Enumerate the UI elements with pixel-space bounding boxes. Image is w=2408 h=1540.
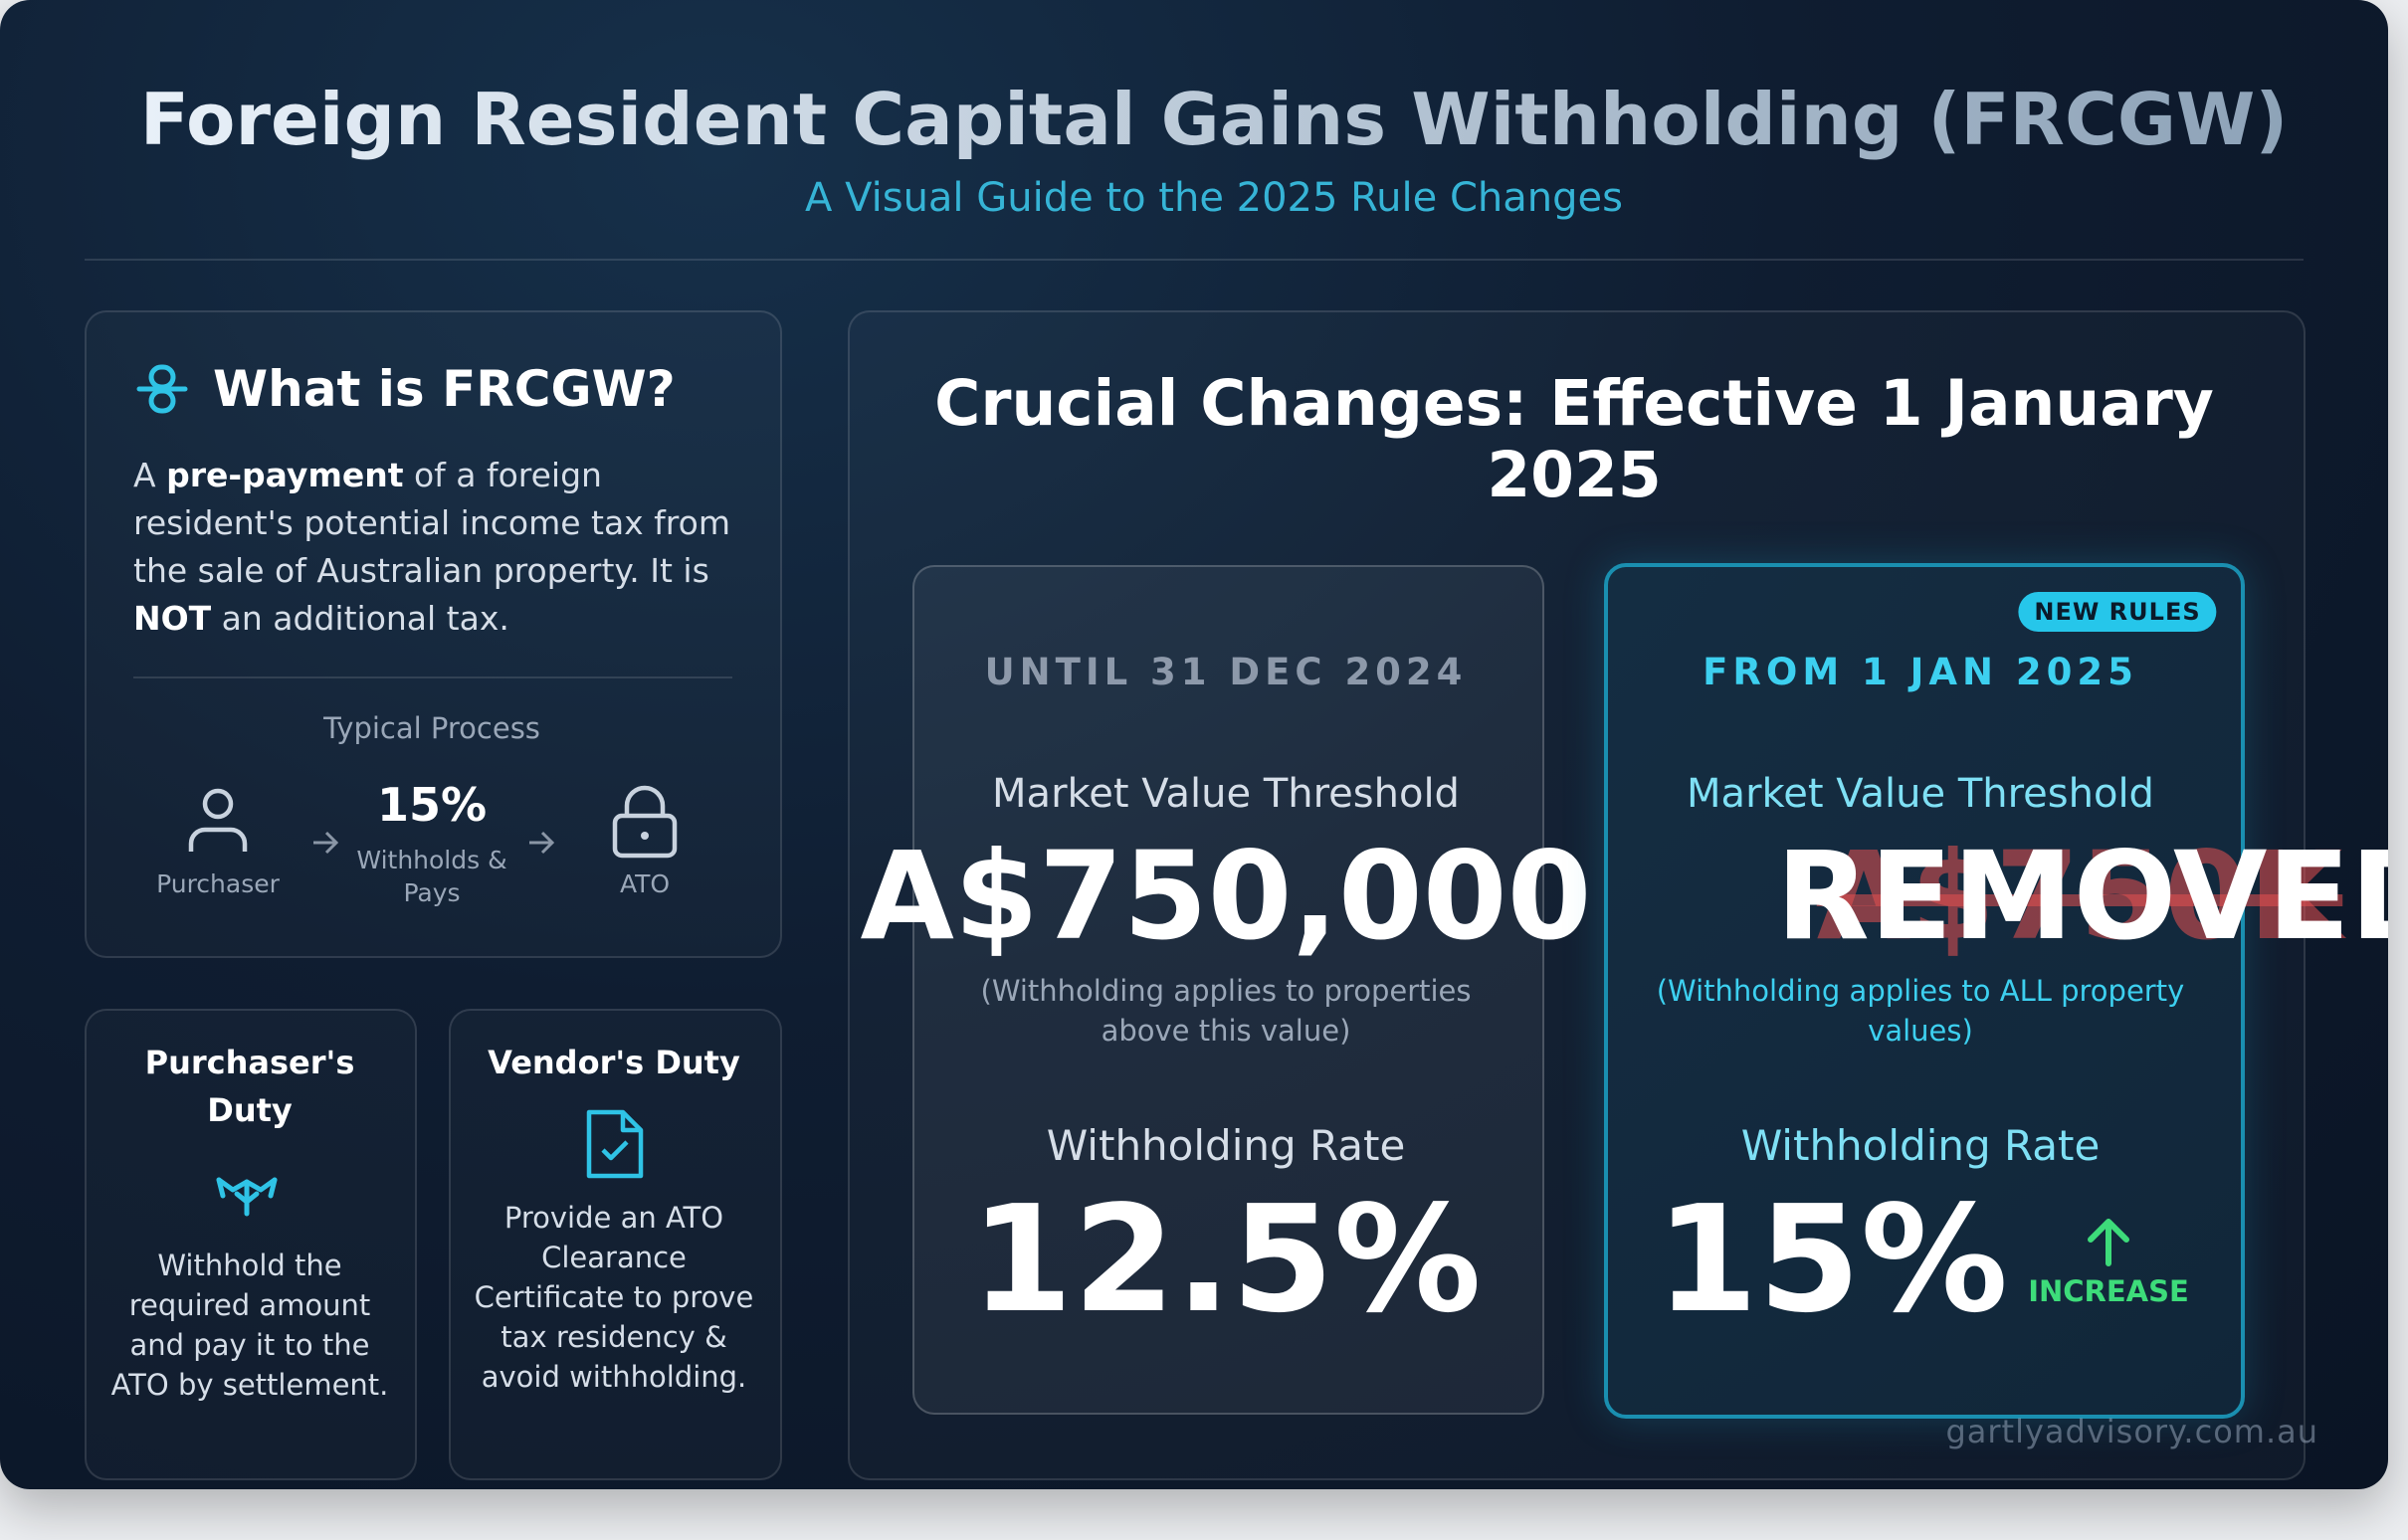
process-label: Typical Process bbox=[323, 711, 540, 745]
lock-icon bbox=[612, 785, 678, 859]
period: FROM 1 JAN 2025 bbox=[1703, 651, 2138, 693]
duty-title: Vendor's Duty bbox=[488, 1044, 740, 1081]
threshold-value: A$750,000 bbox=[860, 826, 1592, 967]
rate-change: INCREASE bbox=[2028, 1274, 2189, 1308]
threshold-label: Market Value Threshold bbox=[1687, 771, 2154, 817]
step-label: Withholds & Pays bbox=[356, 846, 507, 907]
up-arrow bbox=[2088, 1219, 2129, 1266]
period: UNTIL 31 DEC 2024 bbox=[984, 651, 1468, 693]
threshold-label: Market Value Threshold bbox=[992, 771, 1460, 817]
rate: 12.5% bbox=[970, 1174, 1482, 1345]
after-card bbox=[1604, 563, 2245, 1419]
divider bbox=[85, 259, 2304, 261]
changes-panel bbox=[848, 310, 2306, 1480]
duty-title: Purchaser's Duty bbox=[144, 1044, 355, 1129]
step-label: Purchaser bbox=[156, 869, 280, 898]
section-title: What is FRCGW? bbox=[213, 360, 676, 418]
duty-text: Provide an ATO Clearance Certificate to … bbox=[474, 1201, 754, 1394]
divider bbox=[133, 676, 732, 678]
duty-card bbox=[85, 1009, 417, 1480]
duty-card bbox=[449, 1009, 782, 1480]
step-value: 15% bbox=[376, 778, 488, 832]
person-icon bbox=[188, 788, 248, 852]
subtitle: A Visual Guide to the 2025 Rule Changes bbox=[805, 175, 1623, 221]
before-card bbox=[912, 565, 1544, 1415]
emphasis: pre-payment bbox=[166, 456, 404, 494]
chain-icon bbox=[136, 364, 188, 414]
rate: 15% bbox=[1655, 1174, 2009, 1345]
infographic: Foreign Resident Capital Gains Withholdi… bbox=[0, 0, 2388, 1489]
text: A bbox=[133, 456, 167, 494]
description: A pre-payment of a foreign resident's po… bbox=[133, 452, 750, 643]
duty-text: Withhold the required amount and pay it … bbox=[110, 1249, 389, 1402]
rate-label: Withholding Rate bbox=[1740, 1121, 2101, 1170]
badge: NEW RULES bbox=[2018, 592, 2217, 632]
threshold-value: REMOVED bbox=[1775, 826, 2388, 967]
arrow bbox=[529, 831, 555, 855]
title: Foreign Resident Capital Gains Withholdi… bbox=[139, 78, 2289, 161]
step-label: ATO bbox=[619, 869, 671, 898]
threshold-note: (Withholding applies to properties above… bbox=[980, 974, 1472, 1048]
threshold-note: (Withholding applies to ALL property val… bbox=[1656, 974, 2185, 1048]
arrow bbox=[313, 831, 339, 855]
old-threshold: A$750K bbox=[1816, 826, 2343, 967]
text: an additional tax. bbox=[211, 599, 509, 638]
handshake-icon bbox=[216, 1177, 278, 1217]
emphasis: NOT bbox=[133, 599, 212, 638]
changes-title: Crucial Changes: Effective 1 January 202… bbox=[934, 367, 2214, 511]
document-icon bbox=[586, 1109, 644, 1179]
text: of a foreign resident's potential income… bbox=[133, 456, 730, 590]
watermark: gartlyadvisory.com.au bbox=[1945, 1413, 2318, 1450]
rate-label: Withholding Rate bbox=[1046, 1121, 1406, 1170]
what-is-card bbox=[85, 310, 782, 958]
